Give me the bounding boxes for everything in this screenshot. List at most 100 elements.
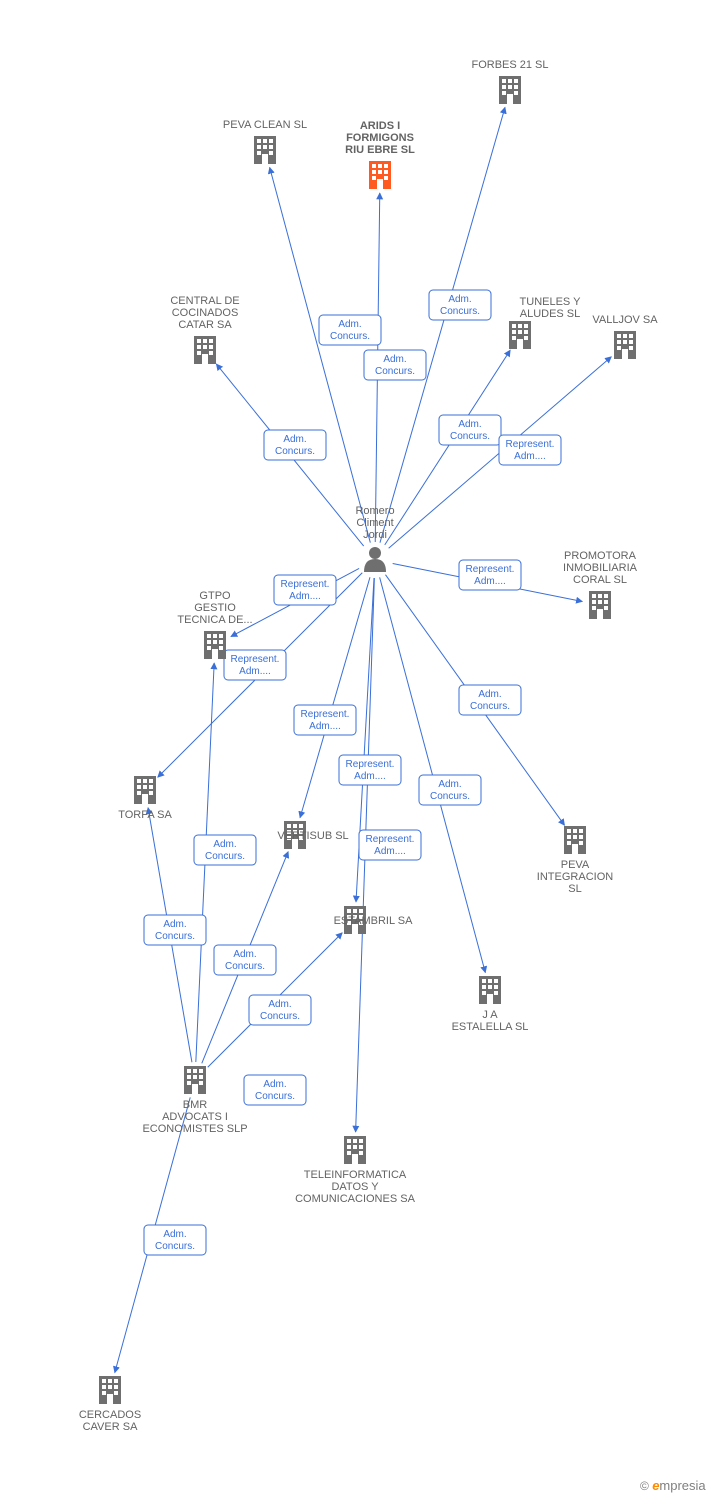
node-label: ALUDES SL [520, 308, 581, 320]
edge-label: Concurs. [260, 1011, 300, 1022]
company-node[interactable]: CENTRAL DECOCINADOSCATAR SA [170, 295, 239, 364]
edge-label: Concurs. [450, 431, 490, 442]
node-label: TORFA SA [118, 809, 172, 821]
edge-label: Adm.... [309, 721, 341, 732]
edge-label: Adm. [383, 354, 406, 365]
building-icon [344, 1136, 366, 1164]
building-icon [184, 1066, 206, 1094]
edge [380, 107, 505, 542]
person-icon [364, 547, 386, 572]
node-label: SL [568, 883, 581, 895]
company-node[interactable]: PROMOTORAINMOBILIARIACORAL SL [563, 550, 638, 619]
edge-label: Adm.... [354, 771, 386, 782]
building-icon [369, 161, 391, 189]
edge-label: Adm. [338, 319, 361, 330]
node-label: ADVOCATS I [162, 1111, 228, 1123]
edge-label: Adm.... [514, 451, 546, 462]
node-label: TELEINFORMATICA [304, 1169, 407, 1181]
edge-label: Concurs. [255, 1091, 295, 1102]
building-icon [479, 976, 501, 1004]
copyright: © empresia [640, 1478, 706, 1493]
edge-label: Concurs. [470, 701, 510, 712]
building-icon [99, 1376, 121, 1404]
node-label: ECONOMISTES SLP [142, 1123, 247, 1135]
edge-label: Adm. [478, 689, 501, 700]
edge-label: Concurs. [375, 366, 415, 377]
node-label: GESTIO [194, 602, 236, 614]
edge-label: Adm. [283, 434, 306, 445]
edge-label: Adm. [448, 294, 471, 305]
company-node[interactable]: FORBES 21 SL [471, 59, 548, 104]
edge-label: Concurs. [225, 961, 265, 972]
node-label: PEVA CLEAN SL [223, 119, 307, 131]
company-node[interactable]: ARIDS IFORMIGONSRIU EBRE SL [345, 120, 415, 189]
node-label: J A [482, 1009, 498, 1021]
node-label: DATOS Y [331, 1181, 379, 1193]
company-node[interactable]: TELEINFORMATICADATOS YCOMUNICACIONES SA [295, 1136, 415, 1205]
company-node[interactable]: J AESTALELLA SL [452, 976, 529, 1033]
building-icon [614, 331, 636, 359]
edge-label: Concurs. [330, 331, 370, 342]
company-node[interactable]: TUNELES YALUDES SL [509, 296, 581, 349]
node-label: VALLJOV SA [592, 314, 658, 326]
edge-label: Concurs. [440, 306, 480, 317]
company-node[interactable]: VALLJOV SA [592, 314, 658, 359]
company-node[interactable]: GTPOGESTIOTECNICA DE... [177, 590, 252, 659]
node-label: BMR [183, 1099, 208, 1111]
company-node[interactable]: CERCADOSCAVER SA [79, 1376, 141, 1433]
company-node[interactable]: ESTAMBRIL SA [334, 906, 414, 934]
node-label: CERCADOS [79, 1409, 141, 1421]
node-label: INTEGRACION [537, 871, 613, 883]
edge-label: Concurs. [155, 931, 195, 942]
building-icon [499, 76, 521, 104]
building-icon [194, 336, 216, 364]
node-label: TUNELES Y [520, 296, 582, 308]
building-icon [134, 776, 156, 804]
edge-label: Adm. [438, 779, 461, 790]
node-label: GTPO [199, 590, 231, 602]
edge-label: Concurs. [275, 446, 315, 457]
edge-label: Adm. [263, 1079, 286, 1090]
node-label: FORMIGONS [346, 132, 414, 144]
edge-label: Adm. [233, 949, 256, 960]
edge-label: Represent. [506, 439, 555, 450]
edge-label: Represent. [346, 759, 395, 770]
company-node[interactable]: VERTISUB SL [277, 821, 348, 849]
edge-label: Adm.... [374, 846, 406, 857]
company-node[interactable]: PEVA CLEAN SL [223, 119, 307, 164]
node-label: ESTAMBRIL SA [334, 915, 414, 927]
edge-label: Adm. [163, 919, 186, 930]
building-icon [254, 136, 276, 164]
node-label: PROMOTORA [564, 550, 637, 562]
node-label: Romero [355, 505, 394, 517]
company-node[interactable]: PEVAINTEGRACIONSL [537, 826, 613, 895]
edge-label: Represent. [301, 709, 350, 720]
edge-label: Adm. [213, 839, 236, 850]
node-label: INMOBILIARIA [563, 562, 638, 574]
edge-label: Adm. [458, 419, 481, 430]
node-label: CORAL SL [573, 574, 627, 586]
company-node[interactable]: BMRADVOCATS IECONOMISTES SLP [142, 1066, 247, 1135]
edge-label: Concurs. [430, 791, 470, 802]
node-label: ARIDS I [360, 120, 400, 132]
edge-label: Adm.... [474, 576, 506, 587]
node-label: FORBES 21 SL [471, 59, 548, 71]
edge-label: Adm.... [239, 666, 271, 677]
edge-label: Concurs. [205, 851, 245, 862]
node-label: Jordi [363, 529, 387, 541]
network-diagram: Adm.Concurs.Adm.Concurs.Adm.Concurs.Adm.… [0, 0, 728, 1500]
node-label: Climent [356, 517, 393, 529]
node-label: PEVA [561, 859, 590, 871]
edge-label: Represent. [231, 654, 280, 665]
node-label: ESTALELLA SL [452, 1021, 529, 1033]
node-label: COMUNICACIONES SA [295, 1193, 415, 1205]
edge-label: Adm. [163, 1229, 186, 1240]
node-label: RIU EBRE SL [345, 144, 415, 156]
edge-label: Adm.... [289, 591, 321, 602]
company-node[interactable]: TORFA SA [118, 776, 172, 821]
node-label: CATAR SA [178, 319, 232, 331]
node-label: CENTRAL DE [170, 295, 239, 307]
node-label: CAVER SA [83, 1421, 138, 1433]
edge-label: Concurs. [155, 1241, 195, 1252]
building-icon [204, 631, 226, 659]
